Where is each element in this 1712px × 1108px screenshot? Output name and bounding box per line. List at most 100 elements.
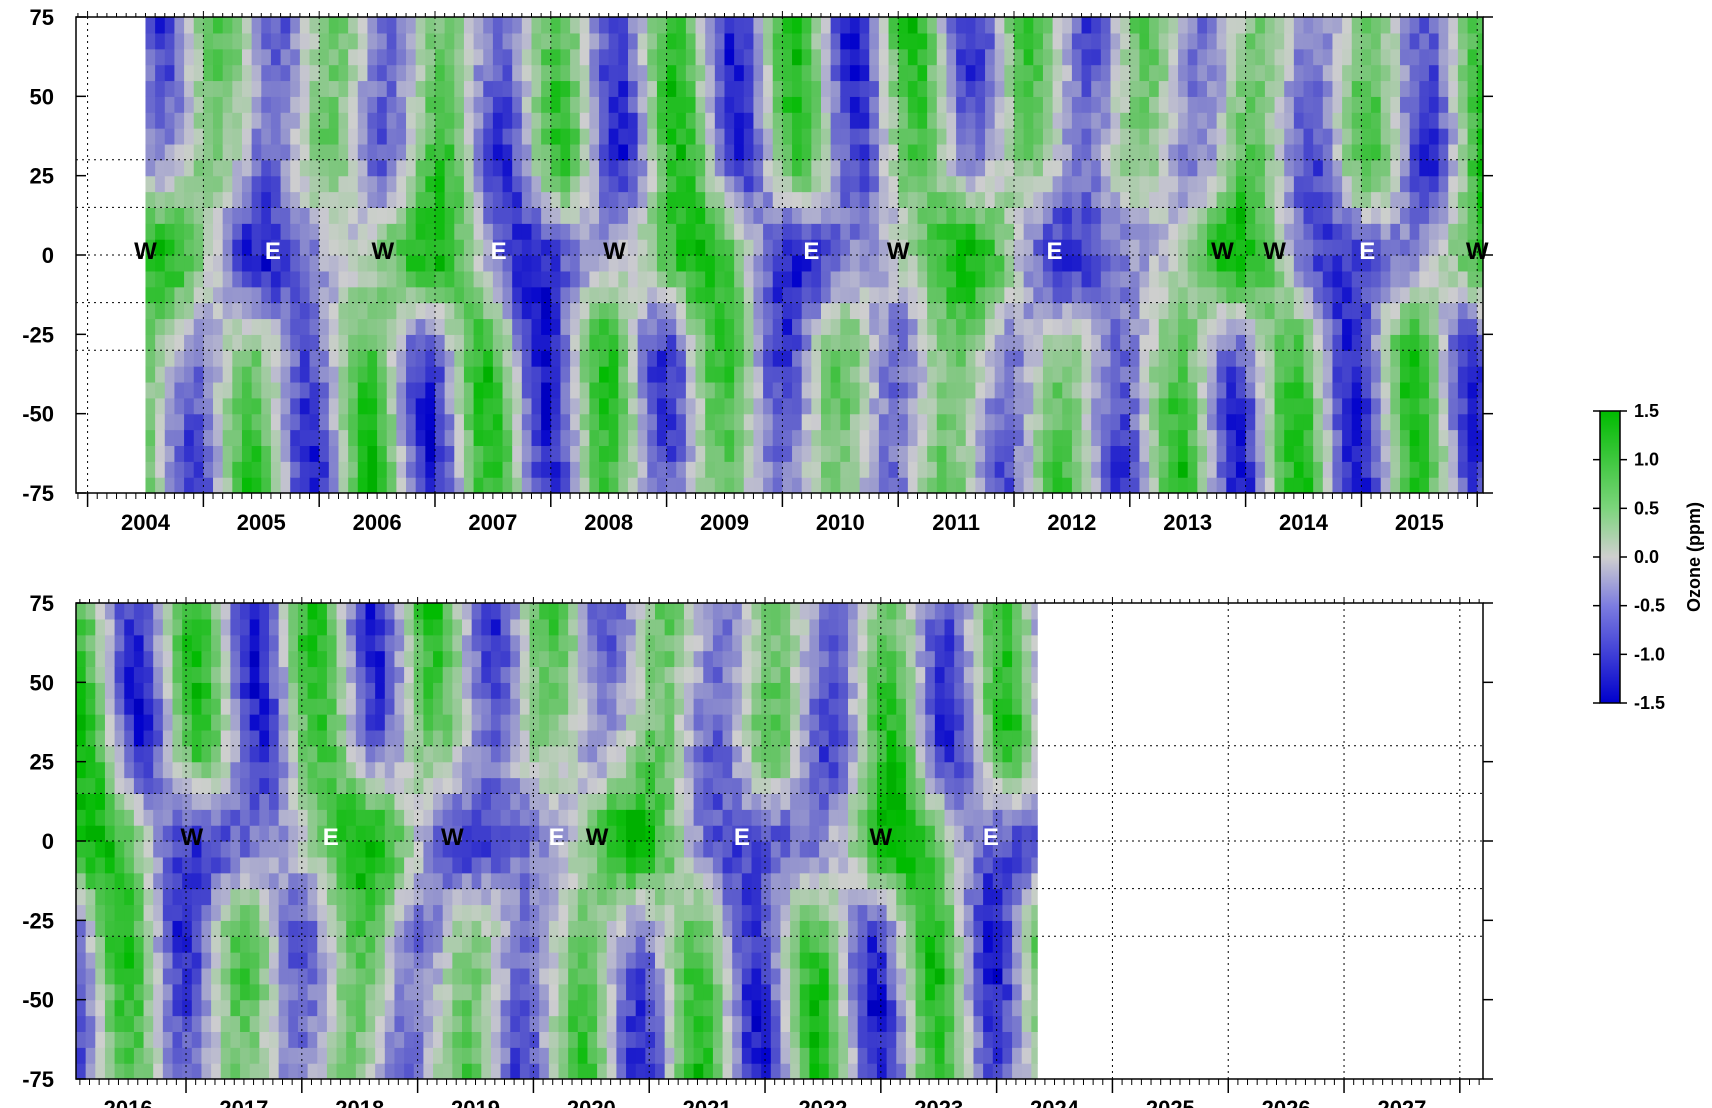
heatmap-cell xyxy=(1313,223,1324,240)
heatmap-cell xyxy=(213,64,224,82)
heatmap-cell xyxy=(589,429,600,446)
heatmap-cell xyxy=(627,80,639,97)
heatmap-cell xyxy=(251,223,262,240)
heatmap-cell xyxy=(104,793,116,810)
heatmap-cell xyxy=(114,1031,125,1048)
heatmap-cell xyxy=(184,302,195,320)
heatmap-cell xyxy=(492,397,504,415)
heatmap-cell xyxy=(714,366,726,383)
heatmap-cell xyxy=(541,318,552,335)
heatmap-cell xyxy=(444,413,455,431)
heatmap-cell xyxy=(898,381,909,399)
heatmap-cell xyxy=(936,48,948,66)
heatmap-cell xyxy=(222,48,233,66)
heatmap-cell xyxy=(162,825,174,842)
heatmap-cell xyxy=(1293,334,1305,351)
heatmap-cell xyxy=(994,461,1005,478)
heatmap-cell xyxy=(685,207,697,224)
heatmap-cell xyxy=(213,255,224,272)
heatmap-cell xyxy=(193,239,204,256)
heatmap-cell xyxy=(830,128,841,145)
heatmap-cell xyxy=(975,366,986,383)
heatmap-cell xyxy=(1351,270,1363,288)
heatmap-cell xyxy=(705,429,716,446)
heatmap-cell xyxy=(319,112,330,129)
heatmap-cell xyxy=(251,48,262,66)
heatmap-cell xyxy=(792,334,803,351)
heatmap-cell xyxy=(145,413,156,431)
heatmap-cell xyxy=(1071,128,1083,145)
heatmap-cell xyxy=(1081,461,1092,478)
heatmap-cell xyxy=(502,286,513,304)
heatmap-cell xyxy=(753,318,764,335)
heatmap-cell xyxy=(1033,429,1044,446)
heatmap-cell xyxy=(1207,191,1218,208)
heatmap-cell xyxy=(917,477,928,493)
heatmap-cell xyxy=(463,64,475,82)
heatmap-cell xyxy=(444,48,455,66)
heatmap-cell xyxy=(328,128,340,145)
heatmap-cell xyxy=(724,413,735,431)
heatmap-cell xyxy=(174,270,185,288)
heatmap-cell xyxy=(898,32,909,50)
heatmap-cell xyxy=(1245,128,1256,145)
heatmap-cell xyxy=(1139,80,1150,97)
heatmap-cell xyxy=(1023,239,1034,256)
heatmap-cell xyxy=(917,318,928,335)
heatmap-cell xyxy=(1390,397,1401,415)
heatmap-cell xyxy=(1264,413,1276,431)
heatmap-cell xyxy=(1216,175,1227,193)
heatmap-cell xyxy=(1400,429,1411,446)
heatmap-cell xyxy=(153,967,164,985)
heatmap-cell xyxy=(1149,207,1160,224)
heatmap-cell xyxy=(1226,128,1237,145)
heatmap-cell xyxy=(145,17,156,34)
heatmap-cell xyxy=(956,255,967,272)
heatmap-cell xyxy=(1071,477,1083,493)
heatmap-cell xyxy=(425,239,436,256)
heatmap-cell xyxy=(1274,366,1285,383)
heatmap-cell xyxy=(1351,302,1363,320)
heatmap-cell xyxy=(840,143,851,161)
heatmap-cell xyxy=(328,334,340,351)
heatmap-cell xyxy=(348,286,359,304)
heatmap-cell xyxy=(184,32,195,50)
heatmap-cell xyxy=(1409,96,1420,113)
heatmap-cell xyxy=(406,223,417,240)
heatmap-cell xyxy=(1361,461,1372,478)
heatmap-cell xyxy=(1400,445,1411,462)
heatmap-cell xyxy=(1197,143,1208,161)
heatmap-cell xyxy=(637,318,648,335)
heatmap-cell xyxy=(743,381,755,399)
heatmap-cell xyxy=(917,17,928,34)
heatmap-cell xyxy=(1149,461,1160,478)
heatmap-cell xyxy=(801,270,812,288)
heatmap-cell xyxy=(191,872,203,890)
heatmap-cell xyxy=(898,191,909,208)
heatmap-cell xyxy=(348,64,359,82)
heatmap-cell xyxy=(647,413,658,431)
heatmap-cell xyxy=(502,413,513,431)
heatmap-cell xyxy=(570,143,581,161)
heatmap-cell xyxy=(743,48,755,66)
heatmap-cell xyxy=(685,80,697,97)
heatmap-cell xyxy=(753,64,764,82)
heatmap-cell xyxy=(1467,96,1478,113)
heatmap-cell xyxy=(676,64,687,82)
heatmap-cell xyxy=(888,191,899,208)
heatmap-cell xyxy=(1216,207,1227,224)
heatmap-cell xyxy=(705,112,716,129)
heatmap-cell xyxy=(222,223,233,240)
heatmap-cell xyxy=(153,745,164,763)
heatmap-cell xyxy=(162,745,174,763)
heatmap-cell xyxy=(1457,350,1469,367)
heatmap-cell xyxy=(1023,48,1034,66)
heatmap-cell xyxy=(1303,159,1314,177)
heatmap-cell xyxy=(1052,255,1063,272)
heatmap-cell xyxy=(492,175,504,193)
heatmap-cell xyxy=(1380,191,1391,208)
heatmap-cell xyxy=(936,207,948,224)
heatmap-cell xyxy=(685,17,697,34)
heatmap-cell xyxy=(608,397,619,415)
heatmap-cell xyxy=(936,191,948,208)
